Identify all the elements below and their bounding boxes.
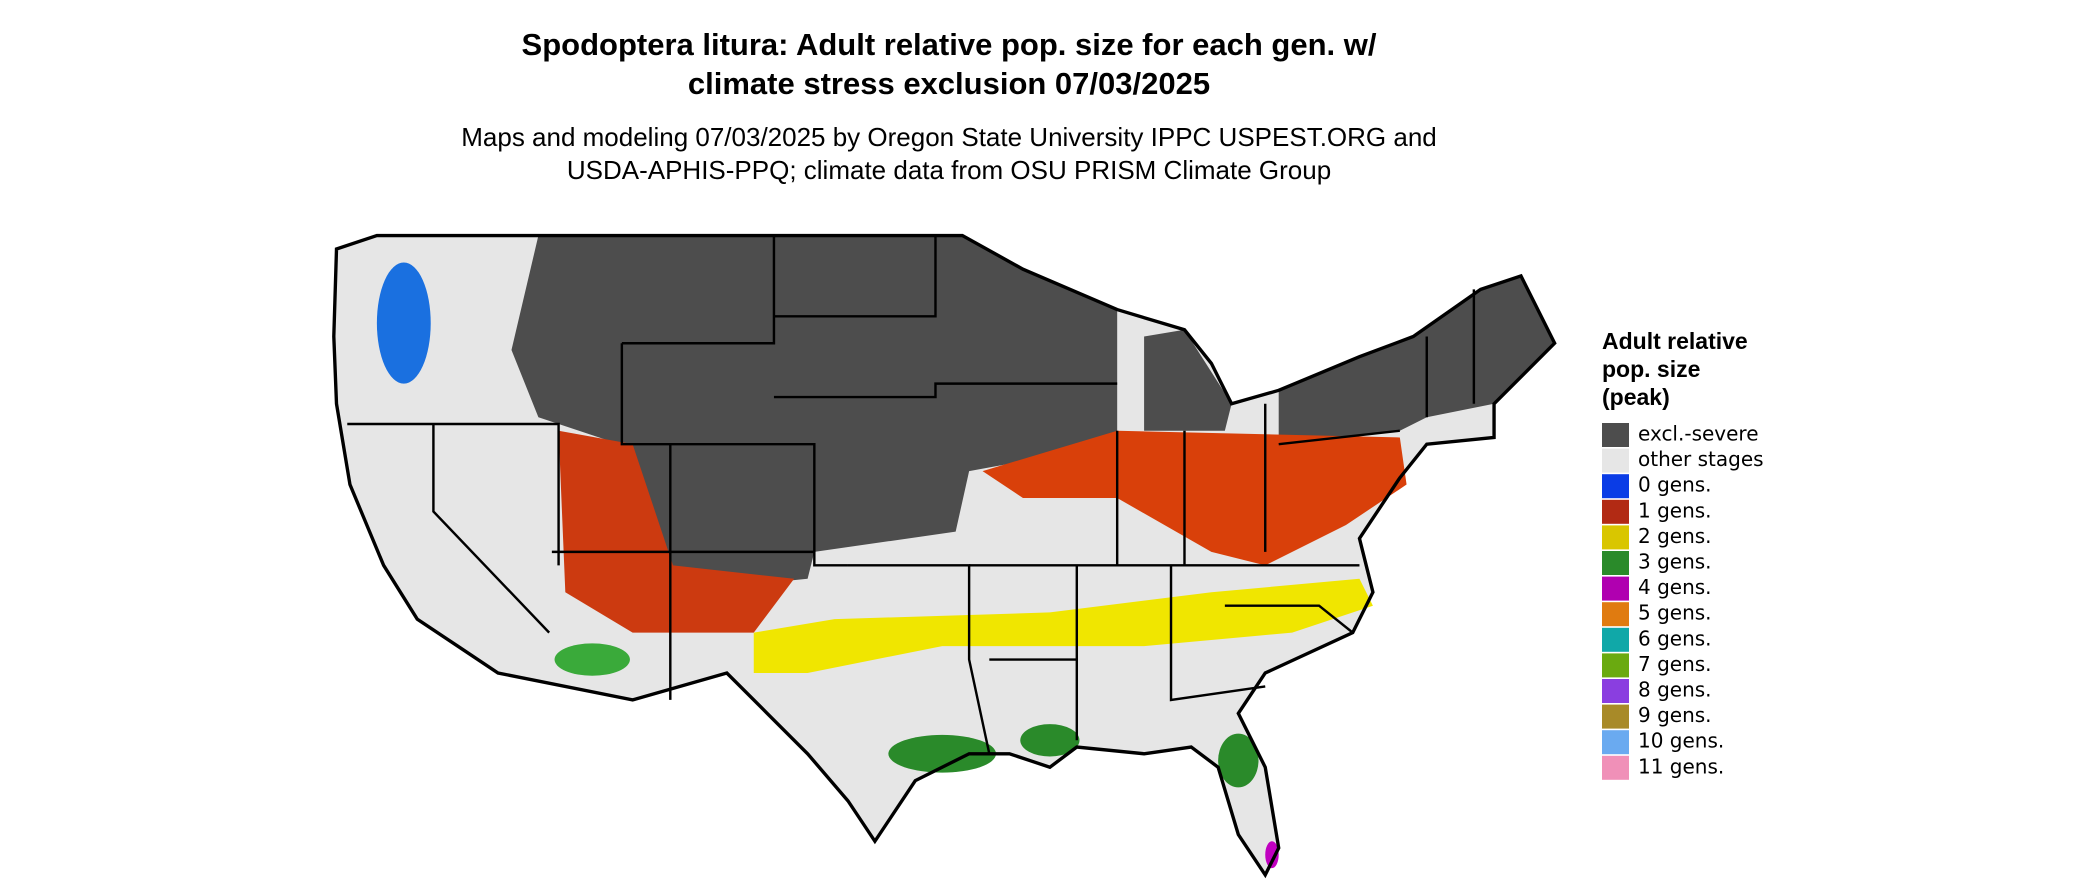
- legend-label: other stages: [1638, 447, 1764, 471]
- title-line: Spodoptera litura: Adult relative pop. s…: [522, 27, 1377, 62]
- legend-swatch: [1602, 576, 1629, 601]
- legend-swatch: [1602, 627, 1629, 652]
- legend-label: 11 gens.: [1638, 754, 1724, 778]
- three-gen-louisiana: [1020, 724, 1080, 757]
- legend-swatch: [1602, 704, 1629, 729]
- excluded-north: [511, 235, 1118, 593]
- state-lines: [347, 235, 1476, 755]
- legend-label: 3 gens.: [1638, 550, 1712, 574]
- excluded-michigan: [1144, 329, 1232, 431]
- legend-label: 10 gens.: [1638, 729, 1724, 753]
- legend-label: 9 gens.: [1638, 703, 1712, 727]
- legend-swatch: [1602, 679, 1629, 703]
- one-gen-band: [982, 430, 1407, 566]
- legend-swatch: [1602, 423, 1629, 447]
- legend-swatch: [1602, 653, 1629, 678]
- legend-title: Adult relative: [1602, 328, 1748, 354]
- legend-swatch: [1602, 551, 1629, 575]
- legend-label: 6 gens.: [1638, 626, 1712, 650]
- legend-swatch: [1602, 448, 1629, 473]
- title-line: climate stress exclusion 07/03/2025: [688, 66, 1210, 101]
- legend-title: pop. size: [1602, 356, 1700, 382]
- us-border: [332, 233, 1557, 879]
- legend-swatch: [1602, 499, 1629, 524]
- legend-swatch: [1602, 474, 1629, 499]
- legend-label: 7 gens.: [1638, 652, 1712, 676]
- legend-swatch: [1602, 755, 1629, 780]
- subtitle-line: USDA-APHIS-PPQ; climate data from OSU PR…: [567, 155, 1331, 185]
- three-gen-florida: [1218, 733, 1259, 788]
- one-gen-west: [558, 430, 795, 633]
- three-gen-arizona: [554, 643, 630, 676]
- legend-label: 2 gens.: [1638, 524, 1712, 548]
- map: [332, 233, 1557, 879]
- legend-swatch: [1602, 730, 1629, 755]
- legend-swatch: [1602, 525, 1629, 550]
- legend-title: (peak): [1602, 384, 1670, 410]
- legend-label: 8 gens.: [1638, 678, 1712, 702]
- zero-gen-northwest: [376, 262, 431, 384]
- four-gen-tip: [1265, 841, 1279, 869]
- legend-label: 4 gens.: [1638, 575, 1712, 599]
- legend-label: excl.-severe: [1638, 422, 1759, 446]
- legend-label: 5 gens.: [1638, 601, 1712, 625]
- excluded-northeast: [1278, 275, 1555, 445]
- legend-label: 1 gens.: [1638, 498, 1712, 522]
- legend-swatch: [1602, 602, 1629, 627]
- three-gen-texas: [888, 734, 997, 773]
- two-gen-band: [753, 578, 1373, 673]
- legend-label: 0 gens.: [1638, 473, 1712, 497]
- subtitle-line: Maps and modeling 07/03/2025 by Oregon S…: [461, 122, 1437, 152]
